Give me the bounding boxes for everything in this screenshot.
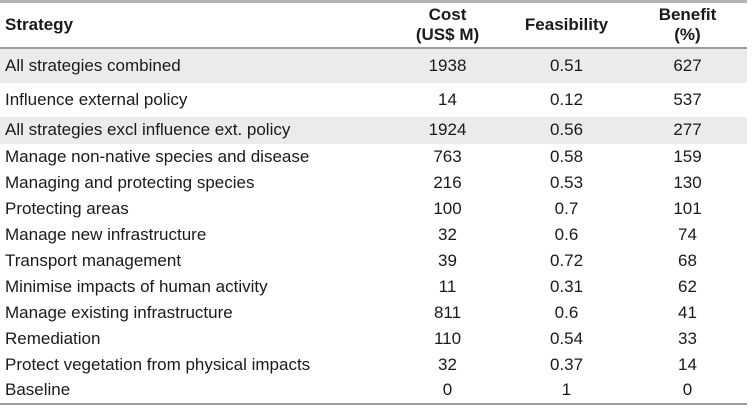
benefit-cell: 62 <box>678 276 697 296</box>
table-row: Managing and protecting species 216 0.53… <box>0 170 747 196</box>
table-row: Minimise impacts of human activity 11 0.… <box>0 274 747 300</box>
feasibility-cell: 0.12 <box>549 89 584 109</box>
cost-cell: 0 <box>442 380 453 399</box>
table-row: Influence external policy 14 0.12 537 <box>0 83 747 117</box>
table-row: Manage existing infrastructure 811 0.6 4… <box>0 300 747 326</box>
table-row: All strategies combined 1938 0.51 627 <box>0 47 747 83</box>
feasibility-cell: 0.56 <box>549 120 584 139</box>
cost-cell: 110 <box>433 328 462 348</box>
benefit-cell: 101 <box>673 198 702 218</box>
col-header-benefit-sub: (%) <box>674 24 701 44</box>
strategy-cell: All strategies combined <box>5 55 181 75</box>
table-body: All strategies combined 1938 0.51 627 In… <box>0 47 747 404</box>
col-header-feasibility-label: Feasibility <box>524 14 609 34</box>
benefit-cell: 627 <box>673 55 702 75</box>
benefit-cell: 537 <box>673 89 702 109</box>
table-row: Protecting areas 100 0.7 101 <box>0 196 747 222</box>
feasibility-cell: 0.72 <box>549 250 584 270</box>
benefit-cell: 33 <box>678 328 697 348</box>
table-row: Protect vegetation from physical impacts… <box>0 352 747 378</box>
strategy-cell: Manage existing infrastructure <box>5 302 233 322</box>
feasibility-cell: 0.6 <box>554 224 579 244</box>
strategy-cell: Managing and protecting species <box>5 172 255 192</box>
strategy-cell: Remediation <box>5 328 101 348</box>
cost-cell: 14 <box>438 89 457 109</box>
strategy-cell: Protect vegetation from physical impacts <box>5 354 311 374</box>
feasibility-cell: 0.51 <box>549 55 584 75</box>
col-header-benefit-label: Benefit <box>658 4 717 24</box>
col-header-cost-sub: (US$ M) <box>415 24 480 44</box>
benefit-cell: 0 <box>682 380 693 399</box>
strategy-cell: Manage non-native species and disease <box>5 146 310 166</box>
feasibility-cell: 0.31 <box>549 276 584 296</box>
strategy-cell: Baseline <box>5 380 71 399</box>
strategy-cell: Manage new infrastructure <box>5 224 207 244</box>
strategy-cell: Protecting areas <box>5 198 129 218</box>
table-row: All strategies excl influence ext. polic… <box>0 116 747 144</box>
header-row: Strategy Cost (US$ M) Feasibility Benefi… <box>0 2 747 48</box>
benefit-cell: 68 <box>678 250 697 270</box>
col-header-strategy-label: Strategy <box>5 14 74 34</box>
feasibility-cell: 0.54 <box>549 328 584 348</box>
benefit-cell: 41 <box>678 302 697 322</box>
feasibility-cell: 0.58 <box>549 146 584 166</box>
col-header-cost: Cost (US$ M) <box>390 2 505 48</box>
cost-cell: 1924 <box>428 120 467 139</box>
table-row: Remediation 110 0.54 33 <box>0 326 747 352</box>
feasibility-cell: 0.53 <box>549 172 584 192</box>
col-header-feasibility: Feasibility <box>505 2 628 48</box>
table-row: Manage new infrastructure 32 0.6 74 <box>0 222 747 248</box>
strategy-table: Strategy Cost (US$ M) Feasibility Benefi… <box>0 0 747 405</box>
col-header-cost-label: Cost <box>428 4 467 24</box>
cost-cell: 39 <box>438 250 457 270</box>
benefit-cell: 74 <box>678 224 697 244</box>
benefit-cell: 159 <box>673 146 702 166</box>
cost-cell: 811 <box>433 302 462 322</box>
col-header-strategy: Strategy <box>0 2 390 48</box>
cost-cell: 32 <box>438 354 457 374</box>
strategy-cell: Minimise impacts of human activity <box>5 276 268 296</box>
cost-cell: 1938 <box>428 55 467 75</box>
benefit-cell: 277 <box>673 120 702 139</box>
table-row: Baseline 0 1 0 <box>0 378 747 404</box>
strategy-cell: Transport management <box>5 250 182 270</box>
table-row: Manage non-native species and disease 76… <box>0 144 747 170</box>
strategy-cell: Influence external policy <box>5 89 188 109</box>
feasibility-cell: 0.7 <box>554 198 579 218</box>
feasibility-cell: 0.6 <box>554 302 579 322</box>
cost-cell: 763 <box>433 146 462 166</box>
feasibility-cell: 0.37 <box>549 354 584 374</box>
cost-cell: 11 <box>438 276 457 296</box>
strategy-cell: All strategies excl influence ext. polic… <box>5 120 291 139</box>
col-header-benefit: Benefit (%) <box>628 2 747 48</box>
benefit-cell: 14 <box>678 354 697 374</box>
feasibility-cell: 1 <box>561 380 572 399</box>
cost-cell: 100 <box>433 198 462 218</box>
cost-cell: 32 <box>438 224 457 244</box>
benefit-cell: 130 <box>673 172 702 192</box>
cost-cell: 216 <box>433 172 462 192</box>
table-row: Transport management 39 0.72 68 <box>0 248 747 274</box>
